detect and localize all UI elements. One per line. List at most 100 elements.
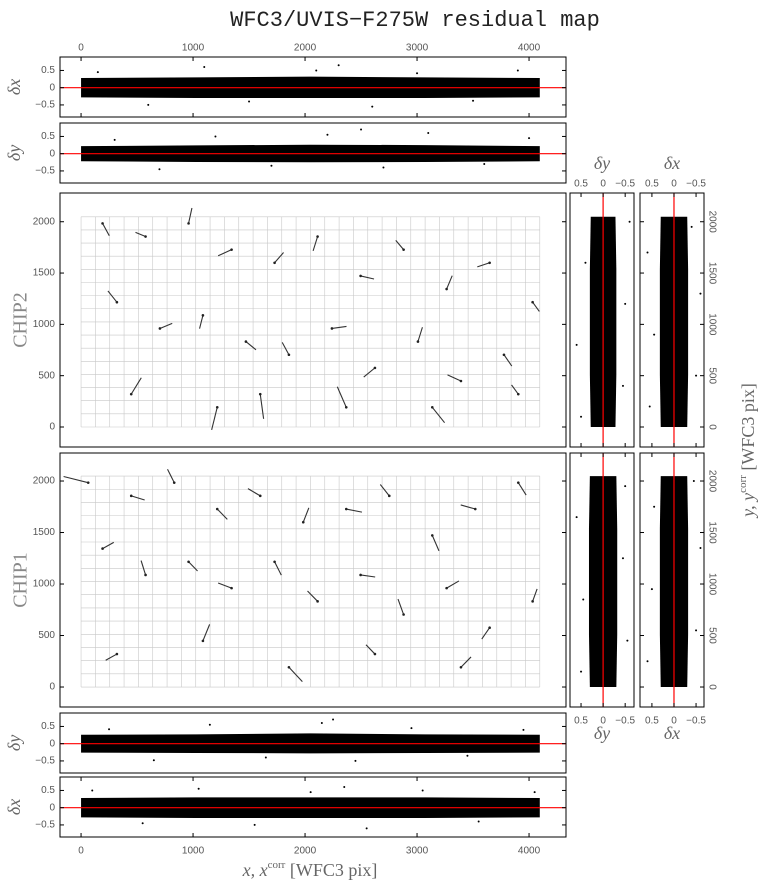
residual-vector [217,582,232,589]
residual-vector [446,580,460,589]
vector-origin [488,626,491,629]
y-tick-label: 2000 [706,470,717,493]
y-label-main: y, y [738,493,758,519]
residual-vector [460,656,472,668]
residual-point [472,99,475,102]
y-tick-label: 0 [49,682,55,693]
y-tick-label: 1000 [706,313,717,336]
vector-origin [101,222,104,225]
residual-point [648,405,651,408]
residual-vector [346,508,363,513]
y-label-sup: corr [737,475,749,493]
residual-point [483,163,486,166]
vector-origin [516,392,520,396]
x-tick-label: 0 [78,846,84,857]
vector-origin [430,534,434,537]
x-tick-label: 2000 [294,43,317,54]
vector-origin [516,481,520,484]
residual-point [371,105,374,108]
residual-vector [199,315,204,329]
vector-origin [129,392,133,396]
vector-origin [488,261,491,265]
residual-point [332,718,335,721]
x-tick-label: 4000 [518,43,541,54]
residual-point [466,754,469,757]
residual-point [343,786,346,788]
x-tick-label: 0.5 [574,716,588,727]
vector-origin [373,366,377,370]
residual-vector [312,236,319,252]
vector-origin [273,560,276,564]
residual-point [528,137,531,140]
y-tick-label: 0 [706,684,717,690]
residual-vector [167,469,175,483]
residual-vector [446,275,453,290]
residual-point [203,66,206,68]
x-tick-label: −0.5 [686,716,706,727]
vector-origin [187,222,190,225]
residual-point [695,374,698,377]
vector-origin [258,392,262,396]
residual-point [699,292,702,295]
residual-vector [532,588,538,602]
residual-vector [247,488,261,497]
residual-point [516,69,519,72]
residual-vector [131,495,145,501]
residual-point [628,220,631,223]
x-tick-label: −0.5 [615,716,635,727]
residual-point [365,827,368,830]
vector-origin [144,235,147,238]
x-tick-label: 2000 [294,846,317,857]
vector-origin [129,494,133,498]
residual-point [646,251,649,254]
vector-origin [402,248,405,251]
y-tick-label: 1500 [33,268,56,279]
residual-vector [336,386,347,408]
residual-vector [159,322,173,329]
y-tick-label: −0.5 [35,820,55,831]
y-tick-label: 2000 [33,216,56,227]
residual-point [158,168,161,171]
residual-vector [130,377,142,395]
residual-point [653,333,656,336]
panel-frame [59,452,567,708]
residual-vector [511,384,519,395]
vector-origin [258,494,262,498]
residual-vector [202,624,211,642]
vector-origin [459,379,463,383]
y-tick-label: 0 [706,424,717,430]
vector-origin [502,353,506,357]
x-label-sup: corr [268,859,286,871]
vector-origin [402,613,405,616]
column-title: δy [594,153,610,173]
x-tick-label: −0.5 [615,179,635,190]
residual-vector [307,590,318,602]
residual-vector [397,598,405,615]
residual-point [522,728,525,731]
residual-vector [481,627,491,640]
residual-point [582,598,585,601]
y-tick-label: 500 [706,627,717,644]
residual-point [646,660,649,663]
vector-origin [201,314,205,317]
residual-vector [188,561,198,572]
residual-vector [140,560,147,576]
residual-vector [360,275,375,280]
figure-title: WFC3/UVIS−F275W residual map [230,8,600,33]
column-title: δx [664,723,680,743]
residual-vector [102,223,110,236]
vector-origin [445,287,448,291]
residual-vector [107,290,118,303]
chip-label: CHIP1 [10,552,32,608]
residual-point [108,728,111,731]
vector-origin [244,340,248,343]
y-tick-label: −0.5 [35,756,55,767]
vector-origin [115,300,119,304]
residual-point [416,72,419,75]
y-tick-label: 2000 [706,211,717,234]
y-tick-label: 1000 [706,573,717,596]
residual-vector [431,406,446,424]
residual-point [584,261,587,264]
